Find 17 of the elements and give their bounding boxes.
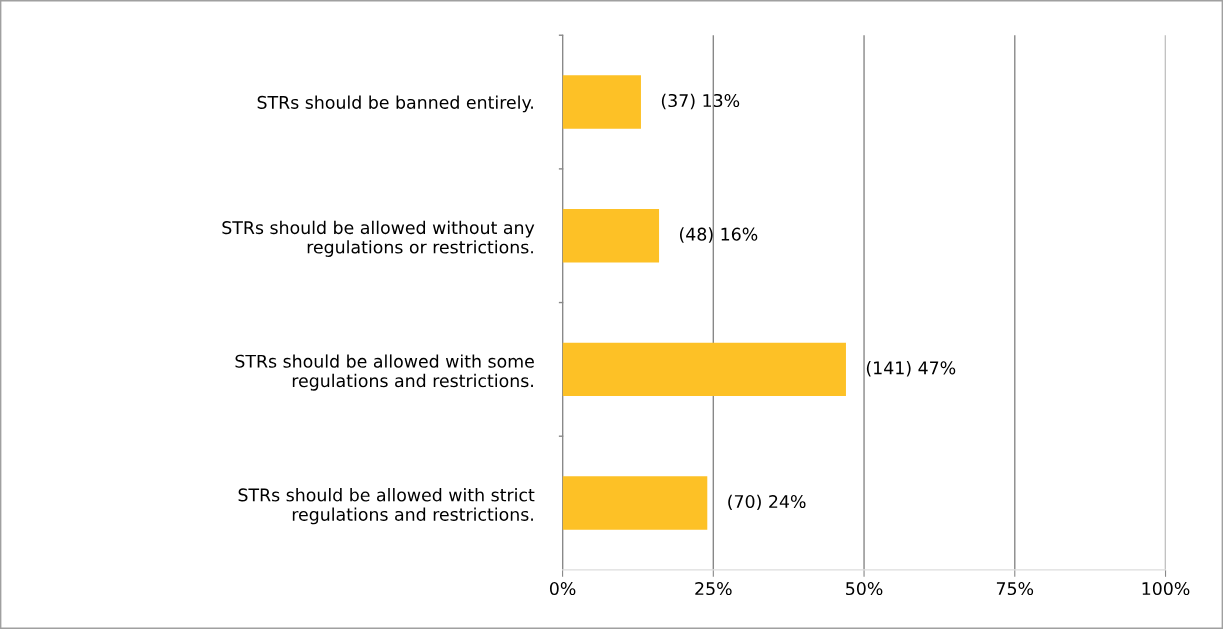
y-tick-label: STRs should be allowed with some regulations and restrictions. [235,354,534,391]
data-label: (48) 16% [679,227,758,243]
x-tick-label: 100% [1142,581,1190,596]
x-tick-label: 50% [846,581,883,596]
y-tick-label: STRs should be allowed with strict regulations and restrictions. [238,488,535,525]
bar [562,342,846,397]
bar [562,476,708,530]
y-tick-label: STRs should be allowed without any regulations or restrictions. [222,220,535,257]
data-label: (141) 47% [866,361,956,377]
x-tick-label: 0% [549,581,576,596]
x-tick-label: 25% [695,581,732,596]
data-label: (70) 24% [728,494,806,511]
y-tick-label: STRs should be banned entirely. [257,95,533,113]
bar [562,75,641,129]
x-tick-label: 75% [996,581,1034,596]
data-label: (37) 13% [661,93,740,110]
bar [562,208,660,263]
